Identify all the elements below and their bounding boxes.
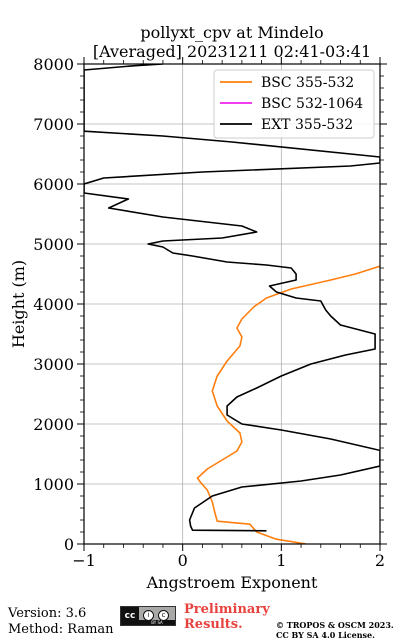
cc-license-icon: cc i c BY SA (120, 606, 176, 626)
footer-info: Version: 3.6 Method: Raman (8, 606, 114, 638)
preliminary-results-note: Preliminary Results. (184, 602, 270, 632)
legend-box (213, 69, 375, 139)
y-tick-label: 5000 (33, 235, 74, 254)
method-text: Method: Raman (8, 622, 114, 637)
y-tick-label: 0 (64, 535, 74, 554)
series-line-3 (84, 64, 380, 532)
copyright-line2: CC BY SA 4.0 License. (276, 630, 375, 640)
y-tick-label: 8000 (33, 55, 74, 74)
y-axis-label: Height (m) (9, 260, 28, 348)
y-tick-label: 2000 (33, 415, 74, 434)
y-tick-label: 3000 (33, 355, 74, 374)
version-text: Version: 3.6 (8, 606, 87, 621)
copyright-line1: © TROPOS & OSCM 2023. (276, 620, 394, 630)
legend-label-3: EXT 355-532 (261, 117, 353, 133)
x-tick-label: 0 (178, 551, 188, 570)
preliminary-line1: Preliminary (184, 602, 270, 617)
x-axis-label: Angstroem Exponent (146, 573, 318, 592)
y-tick-label: 4000 (33, 295, 74, 314)
series-layer (84, 64, 380, 544)
y-tick-label: 6000 (33, 175, 74, 194)
y-tick-label: 1000 (33, 475, 74, 494)
x-tick-label: 1 (276, 551, 286, 570)
x-tick-label: 2 (375, 551, 385, 570)
axis-ticks (77, 57, 387, 551)
y-tick-label: 7000 (33, 115, 74, 134)
chart-title-line1: pollyxt_cpv at Mindelo (140, 23, 323, 42)
cc-logo-icon: cc (121, 607, 139, 625)
x-tick-label: −1 (72, 551, 96, 570)
legend-label-1: BSC 355-532 (261, 75, 354, 91)
chart-title-line2: [Averaged] 20231211 02:41-03:41 (93, 42, 371, 61)
preliminary-line2: Results. (184, 617, 243, 632)
cc-badge-bar: BY SA (139, 620, 175, 625)
series-line-1 (196, 265, 380, 544)
legend-label-2: BSC 532-1064 (261, 96, 363, 112)
copyright-notice: © TROPOS & OSCM 2023. CC BY SA 4.0 Licen… (276, 620, 394, 640)
legend: BSC 355-532 BSC 532-1064 EXT 355-532 (213, 69, 375, 139)
